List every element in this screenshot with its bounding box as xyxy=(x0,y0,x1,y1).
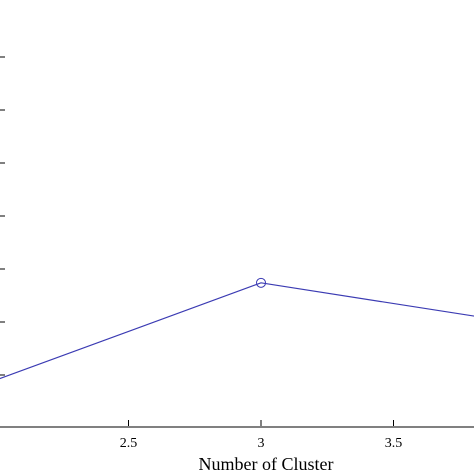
plot-frame xyxy=(0,426,474,428)
axes xyxy=(0,426,474,428)
x-tick-label: 3.5 xyxy=(385,436,403,451)
series-line xyxy=(0,282,474,380)
x-ticks: 2.533.544.555.5 xyxy=(0,56,403,451)
series xyxy=(0,277,474,380)
x-tick-label: 3 xyxy=(258,436,265,451)
x-tick-label: 2.5 xyxy=(120,436,138,451)
x-axis-title: Number of Cluster xyxy=(199,454,334,474)
data-point-marker xyxy=(256,277,266,288)
